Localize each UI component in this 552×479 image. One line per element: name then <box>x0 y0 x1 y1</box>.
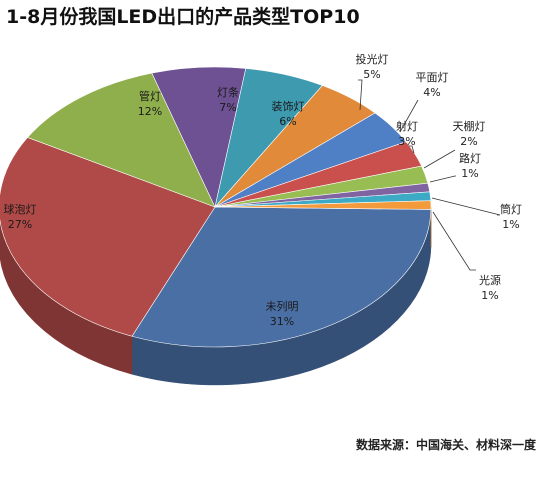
slice-label-未列明: 未列明 <box>266 299 299 313</box>
slice-value-未列明: 31% <box>270 315 294 328</box>
slice-value-筒灯: 1% <box>502 218 519 231</box>
leader-line-平面灯 <box>399 99 419 133</box>
slice-label-灯条: 灯条 <box>217 85 239 99</box>
pie-slice-光源 <box>214 200 432 210</box>
slice-label-射灯: 射灯 <box>396 119 418 133</box>
slice-value-球泡灯: 27% <box>8 218 32 231</box>
slice-label-天棚灯: 天棚灯 <box>453 119 486 133</box>
slice-label-装饰灯: 装饰灯 <box>272 99 305 113</box>
source-note: 数据来源：中国海关、材料深一度 <box>355 438 536 452</box>
leader-line-光源 <box>432 211 476 271</box>
slice-value-平面灯: 4% <box>423 86 440 99</box>
leader-line-投光灯 <box>358 79 363 111</box>
pie-tops <box>0 66 432 348</box>
slice-value-灯条: 7% <box>219 101 236 114</box>
slice-value-射灯: 3% <box>398 135 415 148</box>
slice-value-管灯: 12% <box>138 105 162 118</box>
slice-value-装饰灯: 6% <box>279 115 296 128</box>
slice-labels: 未列明 31% 球泡灯 27% 管灯 12% 灯条 7% 装饰灯 6% 投光灯 5% 平面灯 4% 射灯 3%… <box>4 52 523 328</box>
slice-value-路灯: 1% <box>461 167 478 180</box>
pie-slice-管灯 <box>27 72 216 208</box>
slice-label-投光灯: 投光灯 <box>356 52 389 66</box>
slice-label-平面灯: 平面灯 <box>416 71 449 84</box>
pie-slice-未列明 <box>131 206 432 348</box>
slice-label-路灯: 路灯 <box>459 152 481 165</box>
leader-line-筒灯 <box>431 197 501 216</box>
slice-value-天棚灯: 2% <box>460 135 477 148</box>
leader-line-天棚灯 <box>423 149 456 169</box>
leader-lines <box>358 79 501 271</box>
slice-value-光源: 1% <box>481 289 498 302</box>
leader-line-路灯 <box>429 175 456 183</box>
slice-label-球泡灯: 球泡灯 <box>4 202 37 216</box>
slice-label-光源: 光源 <box>479 273 501 287</box>
leader-line-射灯 <box>409 145 415 154</box>
chart-title: 1-8月份我国LED出口的产品类型TOP10 <box>6 6 360 28</box>
slice-label-管灯: 管灯 <box>139 89 161 103</box>
slice-value-投光灯: 5% <box>363 68 380 81</box>
slice-label-筒灯: 筒灯 <box>500 202 522 216</box>
